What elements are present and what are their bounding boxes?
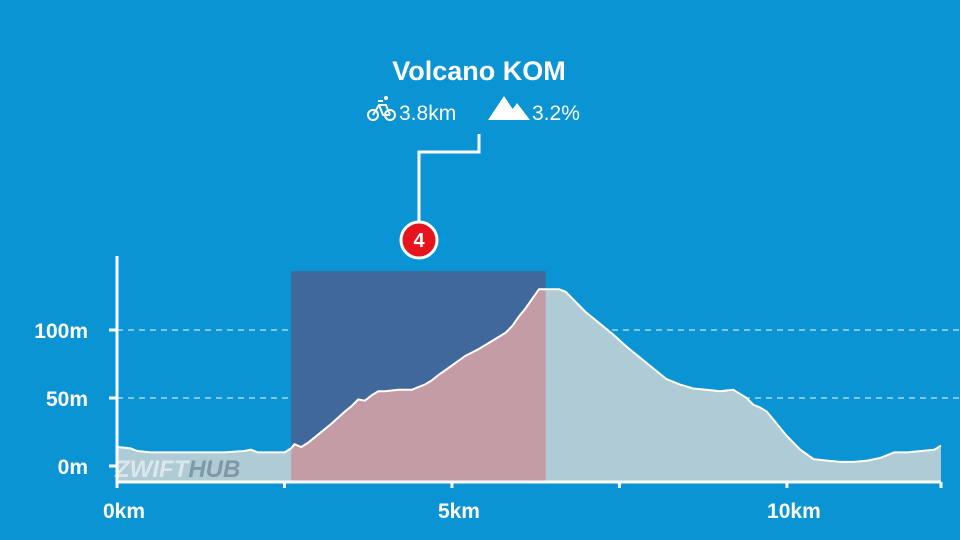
elevation-profile-line (116, 288, 942, 463)
x-tick-label: 10km (767, 500, 821, 523)
chart-axes (109, 256, 943, 488)
mountain-icon (488, 96, 530, 120)
y-tick-label: 0m (58, 456, 88, 479)
y-tick-label: 100m (34, 320, 88, 343)
segment-gradient: 3.2% (532, 102, 580, 125)
watermark-zwift: ZWIFT (114, 456, 191, 483)
y-axis-labels: 0m 50m 100m (34, 320, 88, 479)
x-tick-label: 5km (438, 500, 480, 523)
bicycle-icon (367, 96, 396, 121)
segment-profile-area (291, 289, 546, 482)
x-tick-label: 0km (103, 500, 145, 523)
watermark: ZWIFTHUB (114, 456, 240, 483)
watermark-hub: HUB (188, 456, 240, 483)
segment-title: Volcano KOM (392, 56, 566, 86)
badge-circle (399, 220, 439, 260)
y-tick-label: 50m (46, 388, 88, 411)
callout-connector (417, 134, 481, 222)
x-axis-labels: 0km 5km 10km (103, 500, 821, 523)
segment-distance: 3.8km (399, 102, 456, 125)
segment-number-badge: 4 (399, 220, 439, 260)
badge-number: 4 (413, 230, 425, 252)
